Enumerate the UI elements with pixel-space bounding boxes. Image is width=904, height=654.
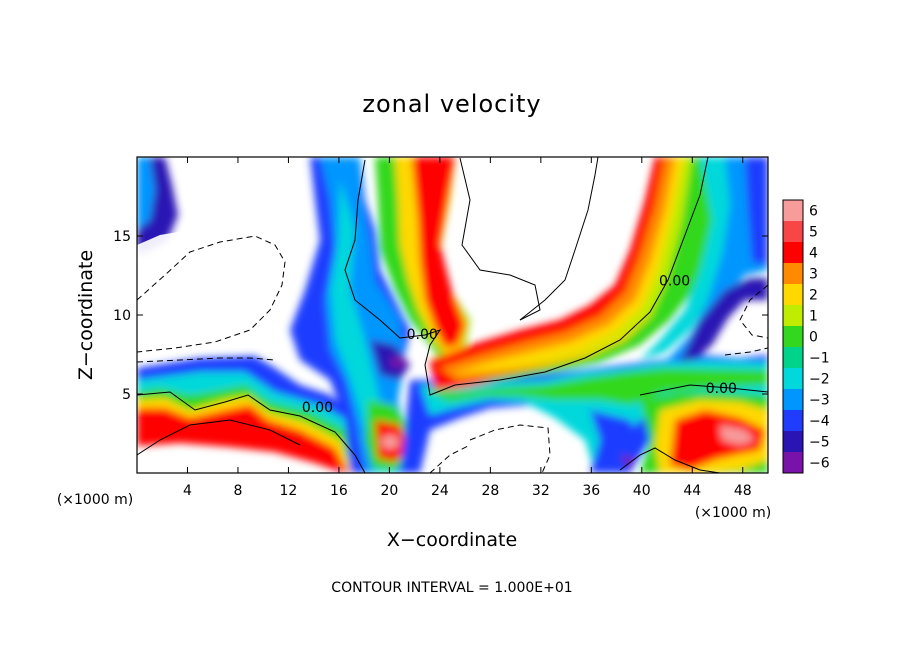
x-tick-label: 40 (633, 483, 651, 499)
y-tick-label: 5 (122, 387, 131, 403)
x-tick-label: 32 (532, 483, 550, 499)
colorbar-label: 0 (809, 330, 818, 346)
contour-line (137, 419, 301, 456)
field-region (720, 425, 755, 445)
colorbar-label: 5 (809, 225, 818, 241)
contour-line (619, 447, 721, 473)
colorbar-swatch (783, 452, 803, 474)
colorbar-swatch (783, 431, 803, 453)
y-axis-ticks: 5 10 15 (113, 229, 768, 403)
field-region (665, 157, 768, 362)
field-region (450, 157, 712, 374)
contour-line (137, 357, 276, 363)
field-region (680, 278, 768, 362)
contour-line (424, 157, 709, 396)
field-region (670, 410, 765, 470)
x-tick-label: 44 (683, 483, 701, 499)
x-axis-ticks: 4 8 12 16 20 24 28 32 36 40 44 48 (183, 157, 752, 499)
colorbar: 6 5 4 3 2 1 0 −1 −2 −3 −4 −5 −6 (782, 199, 830, 474)
field-region (640, 157, 740, 360)
contour-label: 0.00 (407, 327, 438, 343)
contour-line (137, 235, 286, 353)
contour-line (724, 347, 768, 356)
colorbar-label: 3 (809, 267, 818, 283)
contour-labels: 0.00 0.00 0.00 0.00 (302, 273, 737, 416)
field-region (460, 157, 708, 378)
colorbar-label: −1 (809, 351, 830, 367)
colorbar-swatch (783, 263, 803, 285)
colorbar-label: 6 (809, 204, 818, 220)
x-tick-label: 48 (734, 483, 752, 499)
field-region (620, 455, 635, 468)
x-tick-label: 12 (280, 483, 298, 499)
x-tick-label: 8 (233, 483, 242, 499)
contour-line (429, 444, 471, 473)
contour-line (344, 159, 426, 339)
colorbar-swatch (783, 200, 803, 222)
x-unit-right: (×1000 m) (695, 505, 771, 521)
x-tick-label: 24 (431, 483, 449, 499)
field-region (137, 405, 348, 473)
colorbar-label: −5 (809, 435, 830, 451)
field-region (470, 157, 730, 382)
colorbar-label: 1 (809, 309, 818, 325)
x-tick-label: 4 (183, 483, 192, 499)
colorbar-swatch (783, 326, 803, 348)
field-region (370, 340, 410, 380)
y-tick-label: 10 (113, 308, 131, 324)
y-axis-label: Z−coordinate (75, 250, 97, 380)
heatmap-field (137, 157, 768, 473)
x-tick-label: 16 (330, 483, 348, 499)
colorbar-swatch (783, 284, 803, 306)
field-region (330, 180, 395, 473)
colorbar-swatch (783, 347, 803, 369)
field-region (425, 368, 768, 405)
x-tick-label: 28 (481, 483, 499, 499)
contour-label: 0.00 (706, 381, 737, 397)
field-region (745, 157, 768, 265)
colorbar-label: −2 (809, 372, 830, 388)
colorbar-swatch (783, 410, 803, 432)
contour-label: 0.00 (659, 273, 690, 289)
contour-line (459, 157, 541, 321)
field-region (381, 435, 399, 449)
y-tick-label: 15 (113, 229, 131, 245)
contour-line (137, 391, 366, 473)
colorbar-label: −3 (809, 393, 830, 409)
colorbar-swatch (783, 221, 803, 243)
chart-title: zonal velocity (362, 90, 541, 118)
field-region (137, 230, 285, 352)
x-tick-label: 36 (582, 483, 600, 499)
x-unit-left: (×1000 m) (57, 492, 133, 508)
contour-interval-note: CONTOUR INTERVAL = 1.000E+01 (331, 580, 572, 596)
field-region (137, 157, 155, 230)
colorbar-label: 2 (809, 288, 818, 304)
x-tick-label: 20 (380, 483, 398, 499)
colorbar-frame (782, 199, 804, 474)
colorbar-label: −6 (809, 456, 830, 472)
field-region (390, 356, 406, 368)
contour-label: 0.00 (302, 400, 333, 416)
colorbar-swatch (783, 242, 803, 264)
x-axis-label: X−coordinate (387, 529, 517, 551)
field-region (412, 157, 465, 348)
contour-line (639, 384, 768, 396)
contour-line (739, 284, 768, 339)
colorbar-swatch (783, 368, 803, 390)
colorbar-label: 4 (809, 246, 818, 262)
colorbar-swatch (783, 389, 803, 411)
colorbar-label: −4 (809, 414, 830, 430)
contour-line (519, 157, 599, 321)
contour-line (469, 424, 551, 473)
colorbar-swatch (783, 305, 803, 327)
